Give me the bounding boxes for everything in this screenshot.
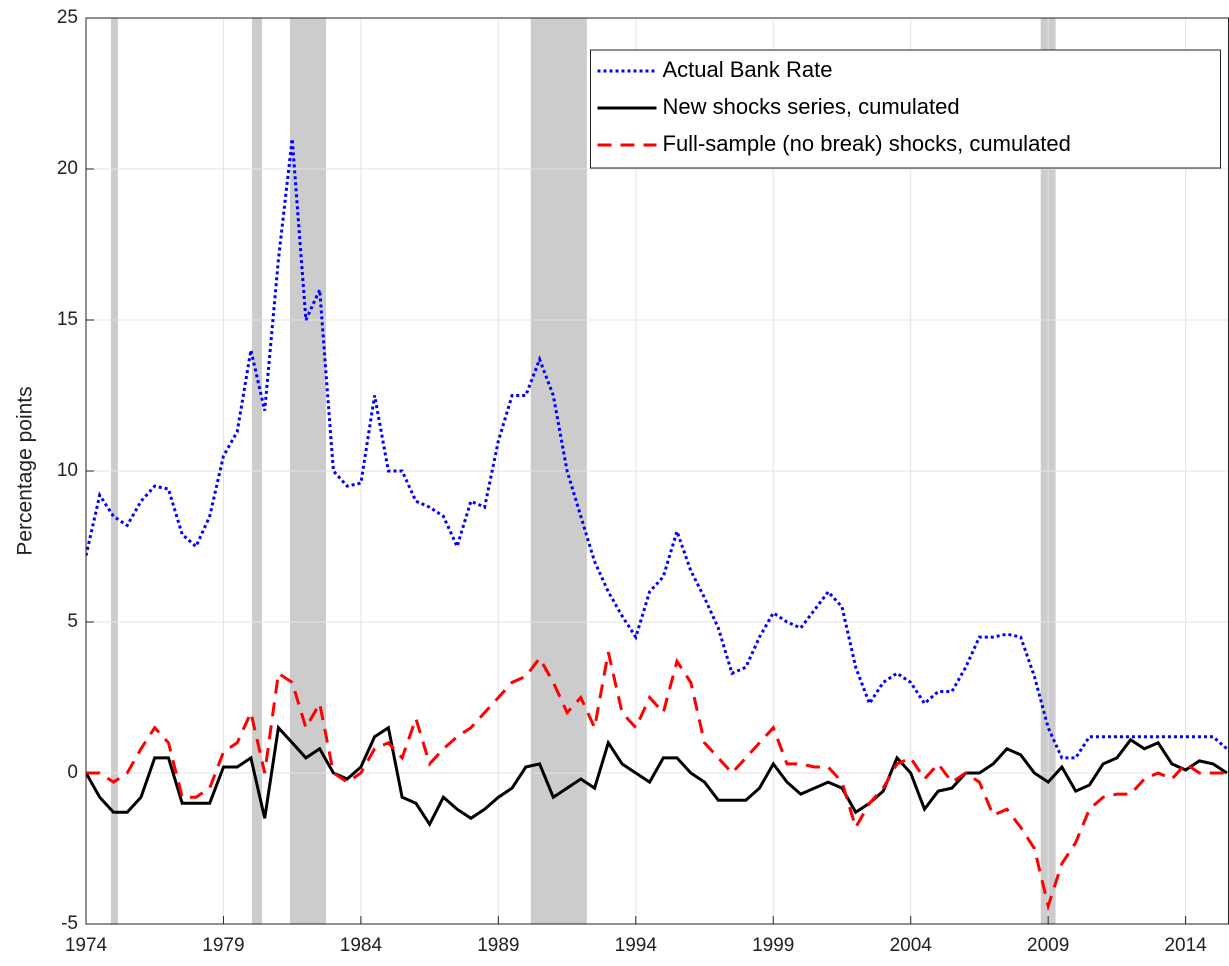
x-tick-label: 1999 [752,935,794,956]
y-tick-label: -5 [61,913,78,934]
y-tick-label: 5 [67,611,78,632]
legend-label: New shocks series, cumulated [663,94,960,119]
legend-label: Actual Bank Rate [663,57,833,82]
y-axis-label: Percentage points [14,386,37,555]
x-tick-label: 1979 [202,935,244,956]
series-line [86,724,1228,828]
x-tick-label: 2009 [1027,935,1069,956]
legend-label: Full-sample (no break) shocks, cumulated [663,131,1071,156]
y-tick-label: 20 [57,158,78,179]
series-line [86,138,1228,760]
y-tick-label: 25 [57,7,78,28]
x-tick-label: 2004 [890,935,933,956]
x-tick-label: 1989 [477,935,519,956]
x-tick-label: 1974 [65,935,108,956]
legend: Actual Bank Rate New shocks series, cumul… [590,49,1221,169]
x-tick-label: 2014 [1164,935,1207,956]
series-line [86,651,1227,912]
x-tick-label: 1994 [615,935,658,956]
y-tick-label: 15 [57,309,78,330]
y-tick-label: 0 [67,762,78,783]
x-tick-label: 1984 [340,935,383,956]
y-tick-label: 10 [57,460,78,481]
legend-box [590,49,1221,169]
